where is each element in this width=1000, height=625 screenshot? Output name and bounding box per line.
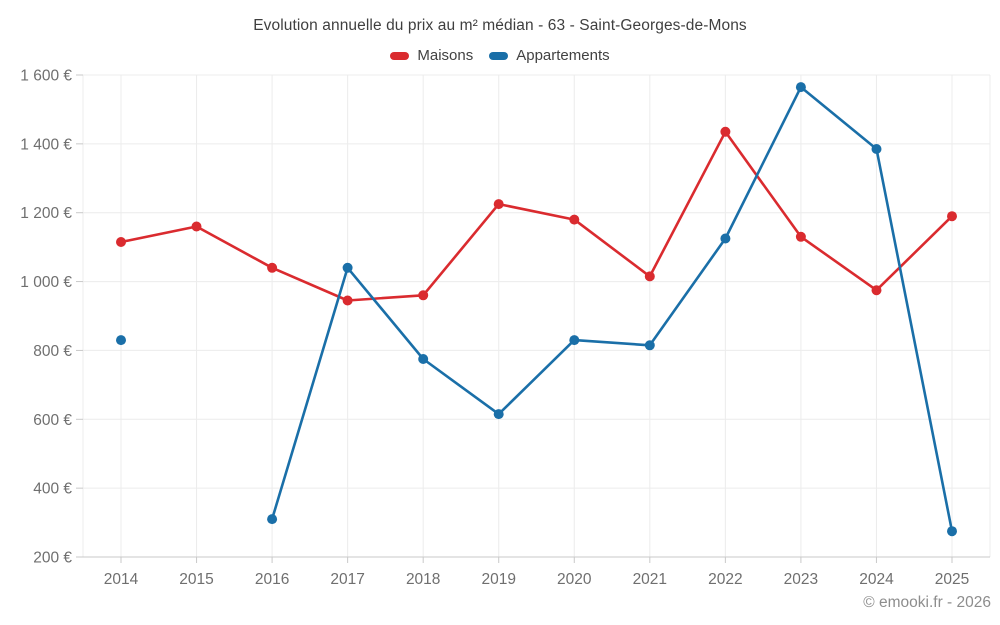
data-point-appartements-2025[interactable] — [947, 526, 957, 537]
legend-item-maisons[interactable]: Maisons — [390, 47, 473, 64]
series-line-maisons — [119, 130, 954, 302]
data-point-appartements-2023[interactable] — [795, 82, 806, 93]
data-point-appartements-2019[interactable] — [493, 409, 504, 420]
watermark: © emooki.fr - 2026 — [863, 594, 991, 611]
x-axis-label: 2016 — [255, 571, 289, 588]
x-axis-label: 2021 — [633, 571, 667, 588]
data-point-maisons-2018[interactable] — [418, 290, 429, 301]
data-point-appartements-2024[interactable] — [871, 144, 882, 154]
data-point-maisons-2021[interactable] — [644, 271, 655, 282]
y-axis-label: 1 400 € — [20, 136, 72, 153]
data-point-appartements-2014[interactable] — [116, 335, 126, 346]
y-axis-label: 800 € — [33, 343, 72, 360]
x-axis-label: 2025 — [935, 571, 969, 588]
data-point-maisons-2019[interactable] — [493, 199, 504, 210]
data-point-maisons-2025[interactable] — [947, 211, 957, 222]
data-point-appartements-2022[interactable] — [720, 233, 731, 244]
x-axis-label: 2017 — [330, 571, 364, 588]
y-axis-label: 1 600 € — [20, 68, 72, 85]
data-point-maisons-2023[interactable] — [795, 231, 806, 242]
x-axis-label: 2014 — [104, 571, 139, 588]
legend-label-maisons: Maisons — [417, 47, 474, 64]
legend-item-appartements[interactable]: Appartements — [489, 47, 610, 64]
x-axis-label: 2022 — [708, 571, 742, 588]
x-axis-label: 2023 — [784, 571, 818, 588]
data-point-maisons-2016[interactable] — [267, 262, 278, 273]
x-axis-label: 2015 — [179, 571, 213, 588]
x-axis-label: 2024 — [859, 571, 894, 588]
data-point-appartements-2017[interactable] — [342, 262, 353, 273]
y-axis-label: 400 € — [33, 481, 72, 498]
data-point-appartements-2018[interactable] — [418, 354, 429, 364]
y-axis-label: 1 000 € — [20, 274, 72, 291]
y-axis-label: 200 € — [33, 550, 72, 567]
y-axis-label: 600 € — [33, 412, 72, 429]
y-axis-label: 1 200 € — [20, 205, 72, 222]
legend-label-appartements: Appartements — [516, 47, 610, 64]
legend: Maisons Appartements — [0, 47, 1000, 64]
data-point-maisons-2020[interactable] — [569, 214, 580, 225]
data-point-appartements-2021[interactable] — [644, 340, 655, 351]
series-line-appartements — [270, 85, 954, 533]
data-point-maisons-2022[interactable] — [720, 126, 731, 137]
x-axis-label: 2018 — [406, 571, 440, 588]
x-axis-label: 2020 — [557, 571, 592, 588]
maisons-series-swatch-icon — [390, 51, 410, 60]
data-point-maisons-2015[interactable] — [191, 221, 202, 232]
data-point-maisons-2024[interactable] — [871, 285, 882, 296]
data-point-maisons-2014[interactable] — [116, 237, 126, 247]
data-point-appartements-2020[interactable] — [569, 335, 580, 346]
chart-title: Evolution annuelle du prix au m² médian … — [253, 17, 747, 34]
data-point-maisons-2017[interactable] — [342, 295, 353, 306]
appartements-series-swatch-icon — [489, 51, 509, 60]
x-axis-label: 2019 — [481, 571, 515, 588]
data-point-appartements-2016[interactable] — [267, 514, 278, 525]
